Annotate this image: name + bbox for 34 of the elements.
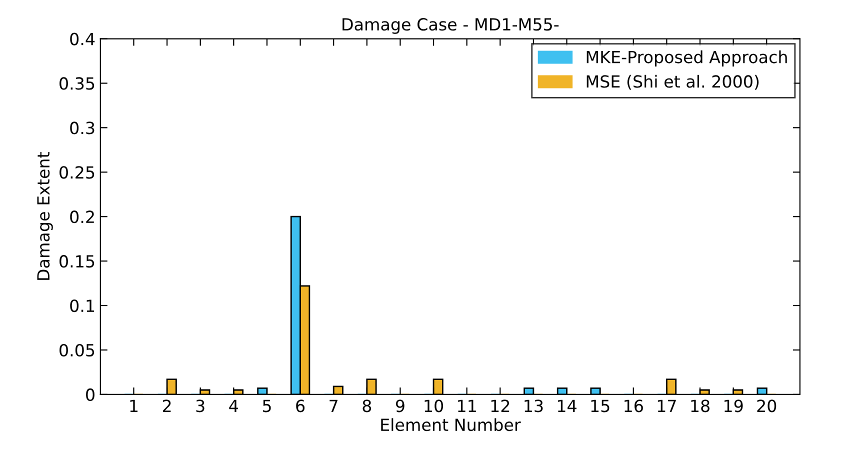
x-tick-label: 16 (624, 400, 643, 412)
y-tick-label: 0.35 (60, 77, 94, 90)
y-tick-label: 0.15 (60, 255, 94, 268)
x-tick-label: 3 (196, 400, 204, 412)
x-tick-label: 9 (396, 400, 404, 412)
y-tick-label: 0.2 (70, 210, 94, 224)
x-tick-label: 13 (524, 400, 543, 412)
x-tick-label: 8 (362, 400, 372, 412)
x-tick-label: 10 (424, 400, 444, 412)
y-tick-label: 0.3 (70, 122, 94, 134)
y-tick-label: 0.4 (70, 32, 95, 46)
x-tick-label: 2 (162, 400, 171, 412)
x-tick-label: 17 (658, 400, 676, 412)
chart-title: Damage Case - MD1-M55- (342, 18, 559, 34)
y-tick-label: 0.1 (70, 299, 94, 312)
y-tick-label: 0.05 (60, 344, 94, 357)
x-tick-label: 6 (296, 400, 305, 412)
x-tick-label: 12 (491, 400, 510, 412)
legend-label: MKE-Proposed Approach (586, 50, 787, 67)
y-tick-label: 0.25 (60, 166, 94, 179)
x-tick-label: 19 (724, 400, 743, 412)
x-tick-label: 15 (591, 400, 610, 412)
y-axis-title: Damage Extent (37, 152, 53, 280)
legend-label: MSE (Shi et al. 2000) (586, 74, 759, 90)
x-axis-title: Element Number (381, 418, 521, 432)
x-tick-label: 14 (558, 400, 576, 412)
x-tick-label: 1 (130, 400, 138, 412)
x-tick-label: 5 (262, 400, 271, 412)
x-tick-label: 20 (757, 400, 776, 412)
x-tick-label: 4 (229, 400, 238, 412)
x-tick-label: 18 (691, 400, 710, 412)
x-tick-label: 7 (330, 400, 338, 412)
y-tick-label: 0 (86, 388, 94, 402)
x-tick-label: 11 (458, 400, 476, 412)
